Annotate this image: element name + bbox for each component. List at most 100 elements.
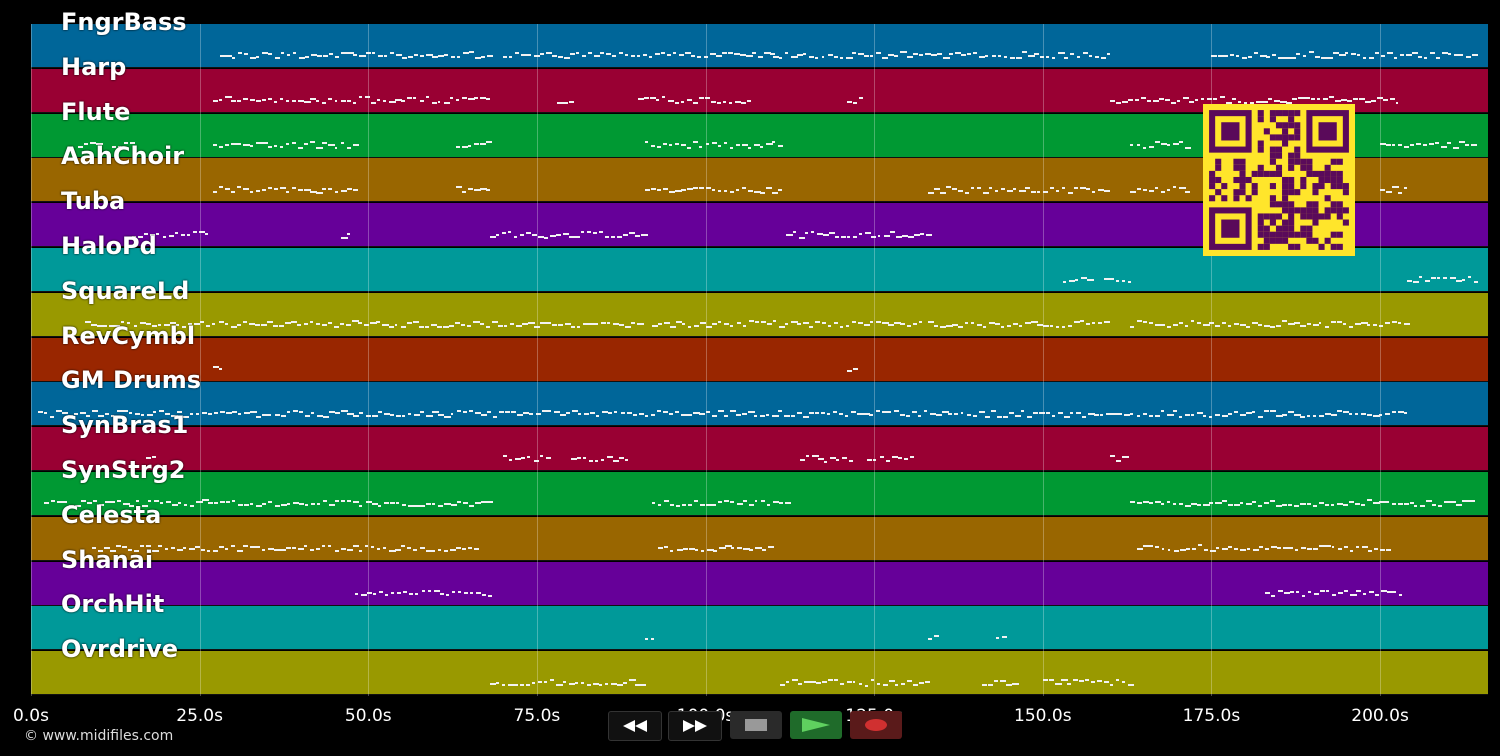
track-lane[interactable] xyxy=(31,516,1488,561)
midi-note xyxy=(1411,52,1418,55)
record-button[interactable] xyxy=(850,711,902,739)
track-lane[interactable] xyxy=(31,651,1488,696)
rewind-button[interactable] xyxy=(608,711,662,741)
midi-note xyxy=(49,415,55,418)
midi-note xyxy=(1425,500,1433,503)
midi-note xyxy=(437,325,442,328)
midi-note xyxy=(1237,100,1242,103)
midi-note xyxy=(715,55,723,58)
midi-note xyxy=(426,54,433,57)
midi-note xyxy=(473,321,480,324)
track-lane[interactable] xyxy=(31,606,1488,651)
midi-note xyxy=(815,321,820,324)
midi-note xyxy=(159,501,163,504)
time-tick-label: 25.0s xyxy=(176,706,223,726)
midi-note xyxy=(760,191,765,194)
midi-note xyxy=(438,504,443,507)
midi-note xyxy=(491,321,499,324)
midi-note xyxy=(638,97,645,100)
midi-note xyxy=(747,99,751,102)
midi-note xyxy=(1160,324,1166,327)
midi-note xyxy=(712,503,716,506)
midi-note xyxy=(766,503,771,506)
track-name-label: RevCymbl xyxy=(61,321,196,350)
track-lane[interactable] xyxy=(31,561,1488,606)
midi-note xyxy=(431,550,436,553)
midi-note xyxy=(1298,97,1305,100)
midi-note xyxy=(669,143,673,146)
midi-note xyxy=(682,548,688,551)
track-lane[interactable] xyxy=(31,292,1488,337)
midi-note xyxy=(918,414,922,417)
midi-note xyxy=(298,188,304,191)
midi-note xyxy=(401,56,407,59)
midi-note xyxy=(1436,57,1441,60)
midi-note xyxy=(391,591,394,594)
midi-note xyxy=(600,458,604,461)
midi-note xyxy=(1075,278,1079,281)
midi-note xyxy=(406,322,413,325)
midi-note xyxy=(711,141,718,144)
midi-note xyxy=(717,190,721,193)
midi-note xyxy=(1073,320,1080,323)
midi-note xyxy=(1355,546,1359,549)
midi-note xyxy=(925,680,931,683)
midi-note xyxy=(786,234,794,237)
midi-note xyxy=(712,323,717,326)
midi-note xyxy=(1325,544,1332,547)
midi-note xyxy=(550,235,557,238)
midi-note xyxy=(973,51,978,54)
midi-note xyxy=(316,191,323,194)
midi-note xyxy=(1393,56,1397,59)
midi-note xyxy=(456,55,460,58)
midi-note xyxy=(346,549,353,552)
midi-note xyxy=(431,324,438,327)
midi-note xyxy=(1031,320,1038,323)
midi-note xyxy=(145,322,151,325)
midi-note xyxy=(474,548,479,551)
midi-note xyxy=(669,412,673,415)
midi-note xyxy=(766,143,773,146)
midi-note xyxy=(474,501,482,504)
midi-note xyxy=(1170,101,1177,104)
stop-button[interactable] xyxy=(730,711,782,739)
midi-note xyxy=(285,100,290,103)
midi-note xyxy=(279,549,286,552)
midi-note xyxy=(796,412,802,415)
midi-note xyxy=(1307,548,1312,551)
midi-note xyxy=(1103,277,1110,280)
midi-note xyxy=(352,544,360,547)
fast-forward-button[interactable] xyxy=(668,711,722,741)
midi-note xyxy=(377,99,380,102)
midi-note xyxy=(134,412,140,415)
midi-note xyxy=(1361,504,1365,507)
midi-note xyxy=(810,680,816,683)
midi-note xyxy=(1039,411,1045,414)
track-lane[interactable] xyxy=(31,382,1488,427)
midi-note xyxy=(1270,500,1276,503)
midi-note xyxy=(675,411,679,414)
midi-note xyxy=(371,503,378,506)
track-lane[interactable] xyxy=(31,337,1488,382)
midi-note xyxy=(1106,412,1112,415)
midi-note xyxy=(1197,504,1201,507)
midi-note xyxy=(346,323,352,326)
midi-note xyxy=(366,592,372,595)
midi-note xyxy=(1063,415,1071,418)
track-lane[interactable] xyxy=(31,427,1488,472)
midi-note xyxy=(1324,412,1332,415)
midi-note xyxy=(1251,410,1255,413)
play-button[interactable] xyxy=(790,711,842,739)
track-lane[interactable] xyxy=(31,24,1488,68)
midi-note xyxy=(574,681,578,684)
midi-note xyxy=(1225,101,1232,104)
midi-note xyxy=(334,146,338,149)
midi-note xyxy=(636,55,641,58)
midi-note xyxy=(1336,503,1344,506)
midi-note xyxy=(1318,322,1322,325)
midi-note xyxy=(1466,55,1471,58)
midi-note xyxy=(568,235,575,238)
midi-note xyxy=(1136,501,1142,504)
track-lane[interactable] xyxy=(31,472,1488,516)
midi-note xyxy=(96,142,103,145)
